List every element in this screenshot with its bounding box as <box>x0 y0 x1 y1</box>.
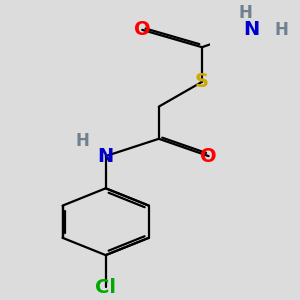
Text: S: S <box>195 72 209 92</box>
Text: N: N <box>98 147 114 166</box>
Text: N: N <box>244 20 260 39</box>
Text: Cl: Cl <box>95 278 116 297</box>
Text: O: O <box>200 147 217 166</box>
Text: H: H <box>76 132 89 150</box>
Text: H: H <box>238 4 252 22</box>
Text: O: O <box>134 20 151 39</box>
Text: H: H <box>275 21 289 39</box>
